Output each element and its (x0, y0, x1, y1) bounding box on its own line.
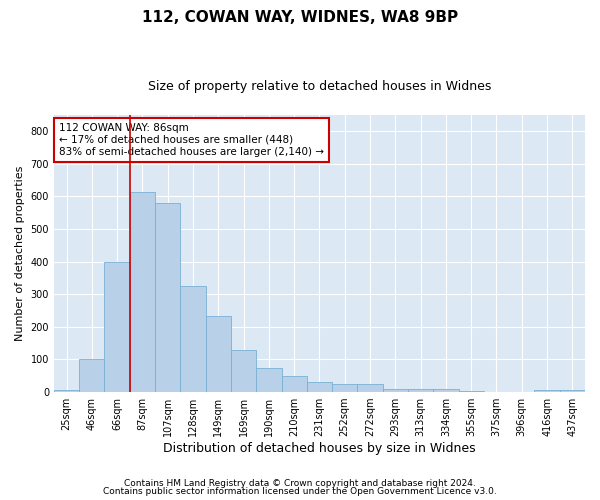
Bar (104, 262, 130, 392)
Bar (383, 389, 408, 392)
Bar (155, 203, 181, 392)
Bar (181, 286, 206, 392)
Title: Size of property relative to detached houses in Widnes: Size of property relative to detached ho… (148, 80, 491, 93)
Bar (79, 358, 104, 392)
Bar (535, 390, 560, 392)
Bar (433, 390, 458, 392)
Bar (231, 350, 256, 392)
Bar (54, 390, 79, 392)
Text: Contains public sector information licensed under the Open Government Licence v3: Contains public sector information licen… (103, 487, 497, 496)
Bar (408, 390, 433, 392)
Bar (281, 376, 307, 392)
X-axis label: Distribution of detached houses by size in Widnes: Distribution of detached houses by size … (163, 442, 476, 455)
Text: 112, COWAN WAY, WIDNES, WA8 9BP: 112, COWAN WAY, WIDNES, WA8 9BP (142, 10, 458, 25)
Bar (307, 382, 332, 392)
Bar (332, 384, 358, 392)
Y-axis label: Number of detached properties: Number of detached properties (15, 166, 25, 341)
Bar (206, 316, 231, 392)
Bar (358, 384, 383, 392)
Bar (256, 368, 281, 392)
Bar (130, 192, 155, 392)
Bar (560, 390, 585, 392)
Text: 112 COWAN WAY: 86sqm
← 17% of detached houses are smaller (448)
83% of semi-deta: 112 COWAN WAY: 86sqm ← 17% of detached h… (59, 124, 324, 156)
Text: Contains HM Land Registry data © Crown copyright and database right 2024.: Contains HM Land Registry data © Crown c… (124, 478, 476, 488)
